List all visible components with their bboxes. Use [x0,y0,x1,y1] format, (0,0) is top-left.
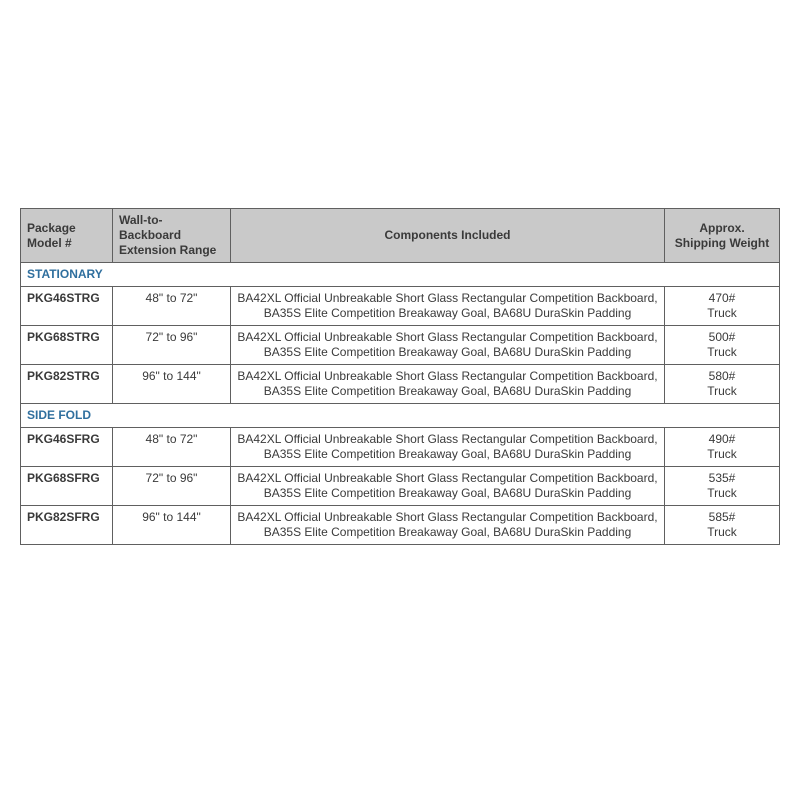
cell-model: PKG46SFRG [21,428,113,467]
cell-shipping: 580#Truck [665,365,780,404]
table-row: PKG82STRG 96" to 144" BA42XL Official Un… [21,365,780,404]
section-title: STATIONARY [21,263,780,287]
cell-shipping: 500#Truck [665,326,780,365]
cell-shipping: 490#Truck [665,428,780,467]
cell-model: PKG68SFRG [21,467,113,506]
cell-range: 96" to 144" [113,506,231,545]
cell-range: 96" to 144" [113,365,231,404]
section-row: STATIONARY [21,263,780,287]
cell-model: PKG82SFRG [21,506,113,545]
cell-model: PKG46STRG [21,287,113,326]
section-row: SIDE FOLD [21,404,780,428]
cell-model: PKG68STRG [21,326,113,365]
table-row: PKG68SFRG 72" to 96" BA42XL Official Unb… [21,467,780,506]
cell-shipping: 470#Truck [665,287,780,326]
cell-components: BA42XL Official Unbreakable Short Glass … [231,287,665,326]
table-row: PKG68STRG 72" to 96" BA42XL Official Unb… [21,326,780,365]
table-row: PKG46STRG 48" to 72" BA42XL Official Unb… [21,287,780,326]
cell-range: 72" to 96" [113,326,231,365]
cell-model: PKG82STRG [21,365,113,404]
table-body: STATIONARY PKG46STRG 48" to 72" BA42XL O… [21,263,780,545]
cell-range: 72" to 96" [113,467,231,506]
header-shipping: Approx.Shipping Weight [665,209,780,263]
header-range: Wall-to-BackboardExtension Range [113,209,231,263]
header-model: PackageModel # [21,209,113,263]
cell-components: BA42XL Official Unbreakable Short Glass … [231,506,665,545]
cell-components: BA42XL Official Unbreakable Short Glass … [231,365,665,404]
cell-components: BA42XL Official Unbreakable Short Glass … [231,467,665,506]
table-container: PackageModel # Wall-to-BackboardExtensio… [0,0,800,545]
header-row: PackageModel # Wall-to-BackboardExtensio… [21,209,780,263]
table-row: PKG82SFRG 96" to 144" BA42XL Official Un… [21,506,780,545]
table-row: PKG46SFRG 48" to 72" BA42XL Official Unb… [21,428,780,467]
cell-components: BA42XL Official Unbreakable Short Glass … [231,326,665,365]
cell-shipping: 535#Truck [665,467,780,506]
cell-shipping: 585#Truck [665,506,780,545]
header-components: Components Included [231,209,665,263]
section-title: SIDE FOLD [21,404,780,428]
cell-range: 48" to 72" [113,428,231,467]
cell-components: BA42XL Official Unbreakable Short Glass … [231,428,665,467]
spec-table: PackageModel # Wall-to-BackboardExtensio… [20,208,780,545]
cell-range: 48" to 72" [113,287,231,326]
